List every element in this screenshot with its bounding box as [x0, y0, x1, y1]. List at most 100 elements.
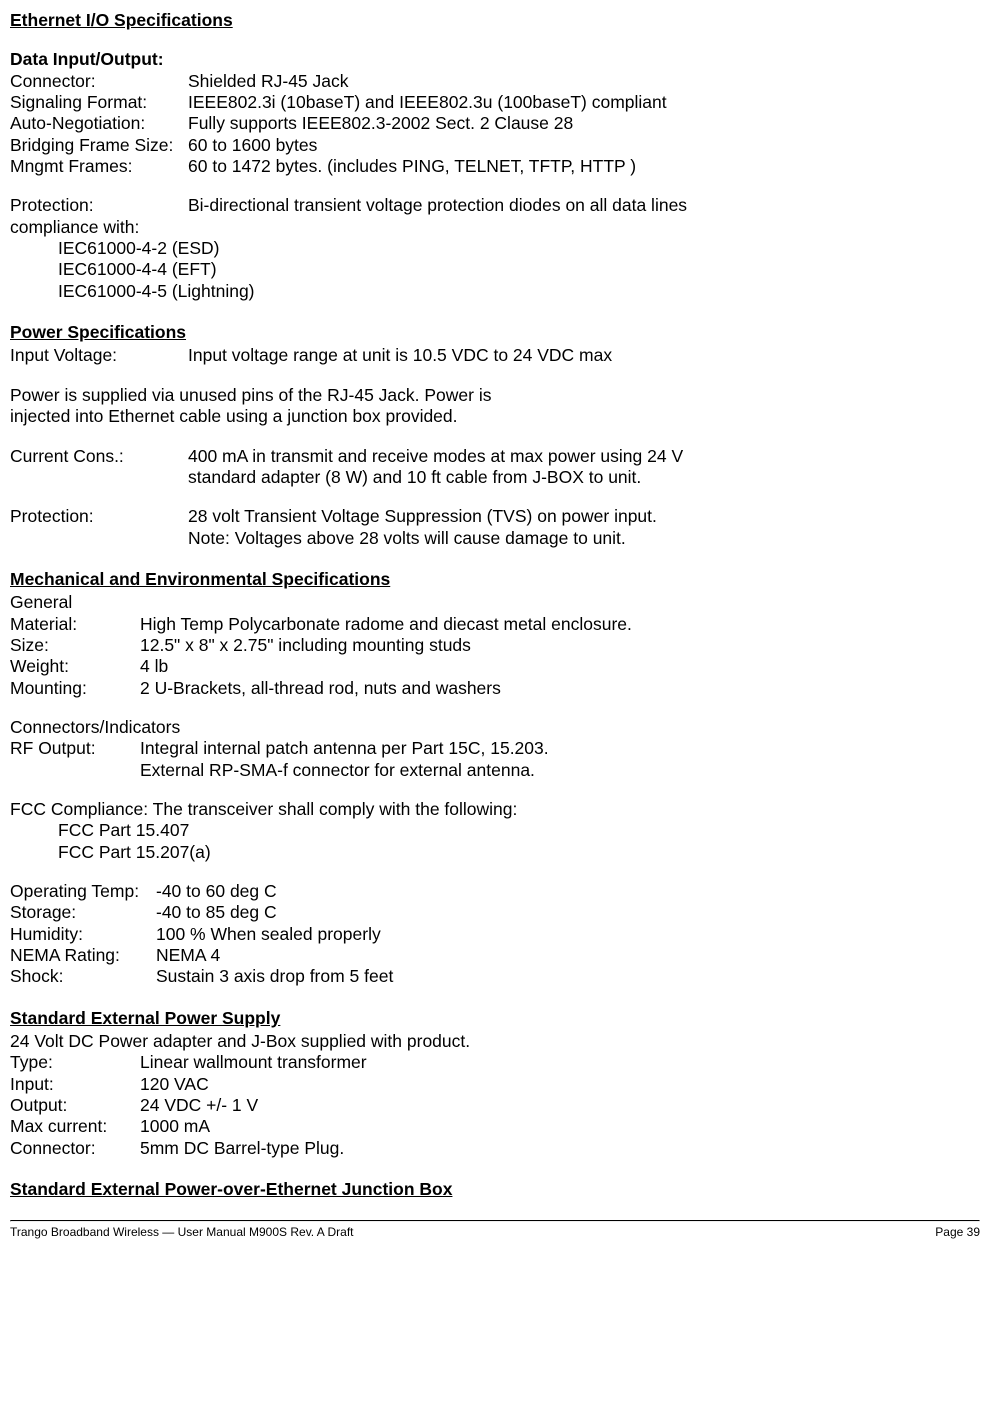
value-output: 24 VDC +/- 1 V: [140, 1095, 258, 1116]
power-title: Power Specifications: [10, 322, 980, 343]
compliance-with: compliance with:: [10, 217, 980, 238]
label-autoneg: Auto-Negotiation:: [10, 113, 188, 134]
label-size: Size:: [10, 635, 140, 656]
value-humidity: 100 % When sealed properly: [156, 924, 381, 945]
footer-left: Trango Broadband Wireless — User Manual …: [10, 1225, 353, 1240]
row-bridging: Bridging Frame Size: 60 to 1600 bytes: [10, 135, 980, 156]
row-input: Input: 120 VAC: [10, 1074, 980, 1095]
label-input-voltage: Input Voltage:: [10, 345, 188, 366]
value-connector: Shielded RJ-45 Jack: [188, 71, 349, 92]
row-current-cons: Current Cons.: 400 mA in transmit and re…: [10, 446, 980, 467]
label-output: Output:: [10, 1095, 140, 1116]
value-rfoutput-2: External RP-SMA-f connector for external…: [140, 760, 535, 781]
compliance-esd: IEC61000-4-2 (ESD): [10, 238, 980, 259]
value-storage: -40 to 85 deg C: [156, 902, 277, 923]
row-material: Material: High Temp Polycarbonate radome…: [10, 614, 980, 635]
label-rfoutput: RF Output:: [10, 738, 140, 759]
page: Ethernet I/O Specifications Data Input/O…: [0, 0, 990, 1360]
row-mounting: Mounting: 2 U-Brackets, all-thread rod, …: [10, 678, 980, 699]
row-humidity: Humidity: 100 % When sealed properly: [10, 924, 980, 945]
dataio-heading: Data Input/Output:: [10, 49, 980, 70]
fcc-item-b: FCC Part 15.207(a): [10, 842, 980, 863]
row-connector: Connector: Shielded RJ-45 Jack: [10, 71, 980, 92]
value-input: 120 VAC: [140, 1074, 209, 1095]
label-maxcurrent: Max current:: [10, 1116, 140, 1137]
value-power-protection-2: Note: Voltages above 28 volts will cause…: [188, 528, 626, 549]
value-current-cons-1: 400 mA in transmit and receive modes at …: [188, 446, 683, 467]
value-maxcurrent: 1000 mA: [140, 1116, 210, 1137]
stdpower-note: 24 Volt DC Power adapter and J-Box suppl…: [10, 1031, 980, 1052]
label-protection: Protection:: [10, 195, 188, 216]
value-bridging: 60 to 1600 bytes: [188, 135, 317, 156]
label-power-protection: Protection:: [10, 506, 188, 527]
label-connector2: Connector:: [10, 1138, 140, 1159]
value-material: High Temp Polycarbonate radome and dieca…: [140, 614, 632, 635]
label-input: Input:: [10, 1074, 140, 1095]
footer: Trango Broadband Wireless — User Manual …: [10, 1220, 980, 1240]
value-input-voltage: Input voltage range at unit is 10.5 VDC …: [188, 345, 612, 366]
value-shock: Sustain 3 axis drop from 5 feet: [156, 966, 393, 987]
label-humidity: Humidity:: [10, 924, 156, 945]
row-output: Output: 24 VDC +/- 1 V: [10, 1095, 980, 1116]
row-power-protection: Protection: 28 volt Transient Voltage Su…: [10, 506, 980, 527]
label-mounting: Mounting:: [10, 678, 140, 699]
value-autoneg: Fully supports IEEE802.3-2002 Sect. 2 Cl…: [188, 113, 573, 134]
value-type: Linear wallmount transformer: [140, 1052, 367, 1073]
row-rfoutput-2: External RP-SMA-f connector for external…: [10, 760, 980, 781]
value-mounting: 2 U-Brackets, all-thread rod, nuts and w…: [140, 678, 501, 699]
value-nema: NEMA 4: [156, 945, 220, 966]
row-maxcurrent: Max current: 1000 mA: [10, 1116, 980, 1137]
fcc-compliance: FCC Compliance: The transceiver shall co…: [10, 799, 980, 820]
row-rfoutput: RF Output: Integral internal patch anten…: [10, 738, 980, 759]
value-optemp: -40 to 60 deg C: [156, 881, 277, 902]
value-protection: Bi-directional transient voltage protect…: [188, 195, 687, 216]
label-mngmt: Mngmt Frames:: [10, 156, 188, 177]
fcc-item-a: FCC Part 15.407: [10, 820, 980, 841]
row-weight: Weight: 4 lb: [10, 656, 980, 677]
row-shock: Shock: Sustain 3 axis drop from 5 feet: [10, 966, 980, 987]
label-bridging: Bridging Frame Size:: [10, 135, 188, 156]
value-rfoutput-1: Integral internal patch antenna per Part…: [140, 738, 549, 759]
value-weight: 4 lb: [140, 656, 168, 677]
row-protection: Protection: Bi-directional transient vol…: [10, 195, 980, 216]
label-current-cons: Current Cons.:: [10, 446, 188, 467]
row-storage: Storage: -40 to 85 deg C: [10, 902, 980, 923]
label-optemp: Operating Temp:: [10, 881, 156, 902]
poe-title: Standard External Power-over-Ethernet Ju…: [10, 1179, 980, 1200]
value-connector2: 5mm DC Barrel-type Plug.: [140, 1138, 344, 1159]
value-power-protection-1: 28 volt Transient Voltage Suppression (T…: [188, 506, 657, 527]
label-nema: NEMA Rating:: [10, 945, 156, 966]
value-current-cons-2: standard adapter (8 W) and 10 ft cable f…: [188, 467, 641, 488]
value-size: 12.5" x 8" x 2.75" including mounting st…: [140, 635, 471, 656]
row-connector2: Connector: 5mm DC Barrel-type Plug.: [10, 1138, 980, 1159]
row-size: Size: 12.5" x 8" x 2.75" including mount…: [10, 635, 980, 656]
label-shock: Shock:: [10, 966, 156, 987]
compliance-eft: IEC61000-4-4 (EFT): [10, 259, 980, 280]
row-current-cons-2: standard adapter (8 W) and 10 ft cable f…: [10, 467, 980, 488]
footer-right: Page 39: [935, 1225, 980, 1240]
compliance-lightning: IEC61000-4-5 (Lightning): [10, 281, 980, 302]
power-note-2: injected into Ethernet cable using a jun…: [10, 406, 980, 427]
row-input-voltage: Input Voltage: Input voltage range at un…: [10, 345, 980, 366]
label-type: Type:: [10, 1052, 140, 1073]
stdpower-title: Standard External Power Supply: [10, 1008, 980, 1029]
row-nema: NEMA Rating: NEMA 4: [10, 945, 980, 966]
ethernet-title: Ethernet I/O Specifications: [10, 10, 980, 31]
row-type: Type: Linear wallmount transformer: [10, 1052, 980, 1073]
label-signaling: Signaling Format:: [10, 92, 188, 113]
row-mngmt: Mngmt Frames: 60 to 1472 bytes. (include…: [10, 156, 980, 177]
mech-title: Mechanical and Environmental Specificati…: [10, 569, 980, 590]
label-connector: Connector:: [10, 71, 188, 92]
row-power-protection-2: Note: Voltages above 28 volts will cause…: [10, 528, 980, 549]
row-autoneg: Auto-Negotiation: Fully supports IEEE802…: [10, 113, 980, 134]
value-mngmt: 60 to 1472 bytes. (includes PING, TELNET…: [188, 156, 636, 177]
label-material: Material:: [10, 614, 140, 635]
row-signaling: Signaling Format: IEEE802.3i (10baseT) a…: [10, 92, 980, 113]
mech-general: General: [10, 592, 980, 613]
label-weight: Weight:: [10, 656, 140, 677]
connectors-heading: Connectors/Indicators: [10, 717, 980, 738]
row-optemp: Operating Temp: -40 to 60 deg C: [10, 881, 980, 902]
label-storage: Storage:: [10, 902, 156, 923]
power-note-1: Power is supplied via unused pins of the…: [10, 385, 980, 406]
value-signaling: IEEE802.3i (10baseT) and IEEE802.3u (100…: [188, 92, 667, 113]
